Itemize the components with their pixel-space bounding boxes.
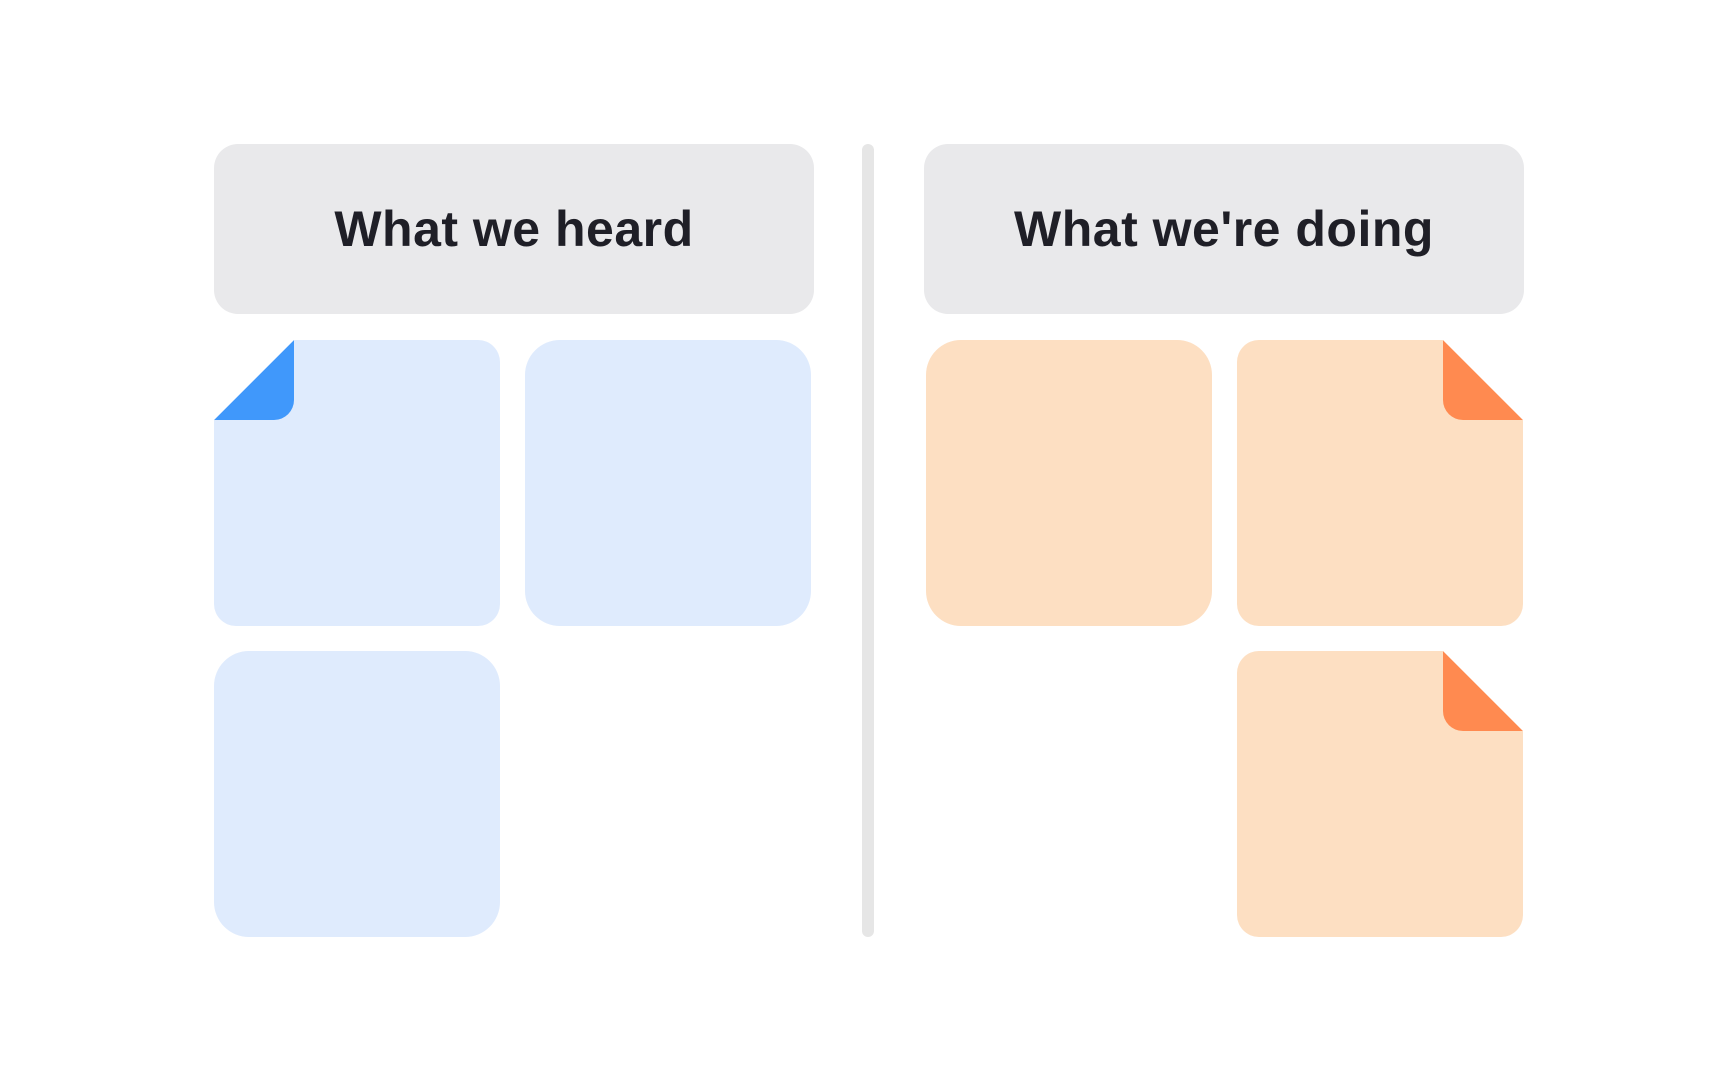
folded-corner-icon xyxy=(1443,651,1523,731)
header-what-were-doing: What we're doing xyxy=(924,144,1524,314)
sticky-note-folded[interactable] xyxy=(1237,651,1523,937)
sticky-note[interactable] xyxy=(214,651,500,937)
column-title: What we heard xyxy=(334,201,694,257)
sticky-note-folded[interactable] xyxy=(1237,340,1523,626)
folded-corner-icon xyxy=(1443,340,1523,420)
header-what-we-heard: What we heard xyxy=(214,144,814,314)
sticky-note[interactable] xyxy=(926,340,1212,626)
column-title: What we're doing xyxy=(1014,201,1434,257)
folded-corner-icon xyxy=(214,340,294,420)
column-divider xyxy=(862,144,874,937)
sticky-note-folded[interactable] xyxy=(214,340,500,626)
sticky-note[interactable] xyxy=(525,340,811,626)
